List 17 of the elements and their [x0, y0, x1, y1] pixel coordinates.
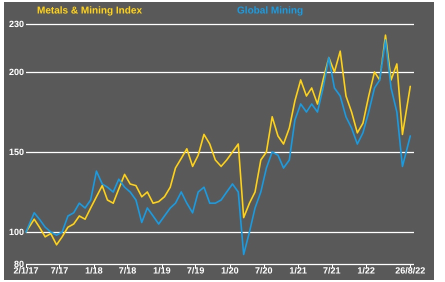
x-tick-label: 7/18 [118, 266, 136, 276]
x-tick-label: 26/8/22 [395, 266, 426, 276]
text: Metals & Mining Index [37, 6, 142, 16]
x-tick-label: 7/20 [255, 266, 273, 276]
x-tick-label: 7/21 [323, 266, 341, 276]
x-tick-label: 1/18 [85, 266, 103, 276]
y-tick-label: 150 [8, 147, 24, 157]
x-tick-label: 7/17 [50, 266, 68, 276]
y-tick-label: 230 [8, 19, 24, 29]
x-tick-label: 7/19 [186, 266, 204, 276]
x-tick-label: 1/22 [357, 266, 375, 276]
x-tick-label: 1/19 [153, 266, 171, 276]
x-tick-label: 1/21 [289, 266, 307, 276]
y-tick-label: 200 [8, 67, 24, 77]
text: Global Mining [237, 6, 304, 16]
x-tick-label: 1/20 [221, 266, 239, 276]
y-tick-label: 100 [8, 227, 24, 237]
